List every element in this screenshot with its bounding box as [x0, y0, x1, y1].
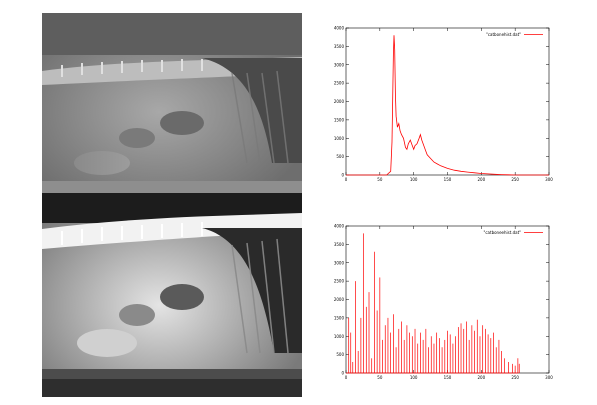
y-tick-label: 2500: [334, 81, 345, 86]
x-tick-label: 0: [345, 375, 348, 380]
x-tick-label: 100: [410, 375, 418, 380]
x-tick-label: 300: [545, 375, 553, 380]
xray-equalized-image: [42, 193, 302, 397]
x-tick-label: 200: [478, 177, 486, 182]
x-tick-label: 50: [377, 375, 383, 380]
y-tick-label: 1000: [334, 334, 345, 339]
legend-label: "catboneehist.dat": [484, 230, 522, 235]
histogram-chart-equalized: 0 500 1000 1500 2000 2500 3000 3500 4000 0 50 100 15…: [333, 222, 554, 386]
x-tick-label: 300: [545, 177, 553, 182]
y-tick-label: 4000: [334, 224, 345, 229]
histogram-original-svg: 0 500 1000 1500 2000 2500 3000 3500 4000 0 50 100 15…: [334, 26, 553, 183]
plot-frame: [345, 27, 550, 176]
y-tick-label: 500: [336, 352, 344, 357]
y-tick-label: 3500: [334, 44, 345, 49]
x-tick-label: 150: [444, 177, 452, 182]
histogram-line: [346, 35, 549, 176]
histogram-equalized-svg: 0 500 1000 1500 2000 2500 3000 3500 4000 0 50 100 15…: [334, 224, 553, 381]
y-tick-label: 3500: [334, 242, 345, 247]
histogram-chart-original: 0 500 1000 1500 2000 2500 3000 3500 4000 0 50 100 15…: [333, 24, 554, 188]
x-tick-label: 100: [410, 177, 418, 182]
y-tick-label: 2000: [334, 297, 345, 302]
y-tick-label: 1500: [334, 117, 345, 122]
y-tick-label: 2000: [334, 99, 345, 104]
x-tick-label: 250: [511, 375, 519, 380]
y-tick-label: 4000: [334, 26, 345, 31]
y-tick-label: 1000: [334, 136, 345, 141]
y-tick-label: 0: [341, 371, 344, 376]
xray-original-image: [42, 13, 302, 193]
x-tick-label: 50: [377, 177, 383, 182]
x-tick-label: 250: [511, 177, 519, 182]
y-tick-label: 1500: [334, 315, 345, 320]
x-tick-label: 150: [444, 375, 452, 380]
y-tick-label: 0: [341, 173, 344, 178]
y-tick-label: 3000: [334, 260, 345, 265]
x-tick-label: 200: [478, 375, 486, 380]
x-tick-label: 0: [345, 177, 348, 182]
legend-label: "catbonehist.dat": [486, 32, 521, 37]
y-tick-label: 2500: [334, 279, 345, 284]
y-tick-label: 500: [336, 154, 344, 159]
y-tick-label: 3000: [334, 62, 345, 67]
